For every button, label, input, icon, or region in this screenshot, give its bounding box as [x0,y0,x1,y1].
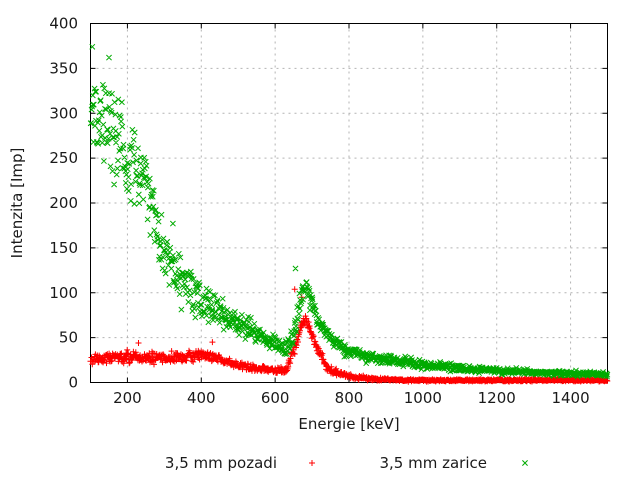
y-tick-label: 150 [49,239,78,257]
series-cross-points [87,43,611,380]
y-tick-label: 250 [49,149,78,167]
y-tick-label: 100 [49,284,78,302]
y-tick-label: 300 [49,104,78,122]
legend: 3,5 mm pozadi 3,5 mm zarice [165,454,528,472]
plus-marker-icon [309,460,315,466]
x-tick-label: 200 [113,389,142,407]
x-tick-label: 1000 [404,389,442,407]
x-tick-label: 600 [261,389,290,407]
x-tick-label: 400 [187,389,216,407]
y-tick-label: 200 [49,194,78,212]
x-tick-label: 1200 [478,389,516,407]
data-points [87,43,611,385]
y-axis-title: Intenzita [Imp] [8,148,26,259]
tick-labels: 200 400 600 800 1000 1200 1400 0 50 100 150 200 250 3… [49,15,589,408]
legend-label-zarice: 3,5 mm zarice [380,454,488,472]
x-axis-title: Energie [keV] [298,415,399,433]
x-tick-label: 800 [335,389,364,407]
series-plus-points [87,286,611,385]
y-tick-label: 350 [49,59,78,77]
grid-lines [90,23,608,383]
legend-label-pozadi: 3,5 mm pozadi [165,454,277,472]
cross-marker-icon [522,460,528,466]
y-tick-label: 50 [59,329,78,347]
y-tick-label: 400 [49,15,78,33]
x-tick-label: 1400 [551,389,589,407]
y-tick-label: 0 [68,374,78,392]
